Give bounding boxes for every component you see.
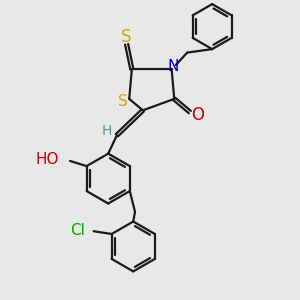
Text: Cl: Cl <box>70 223 85 238</box>
Text: O: O <box>191 106 204 124</box>
Text: S: S <box>118 94 128 109</box>
Text: S: S <box>121 28 131 46</box>
Text: HO: HO <box>35 152 59 167</box>
Text: H: H <box>101 124 112 138</box>
Text: N: N <box>168 59 179 74</box>
